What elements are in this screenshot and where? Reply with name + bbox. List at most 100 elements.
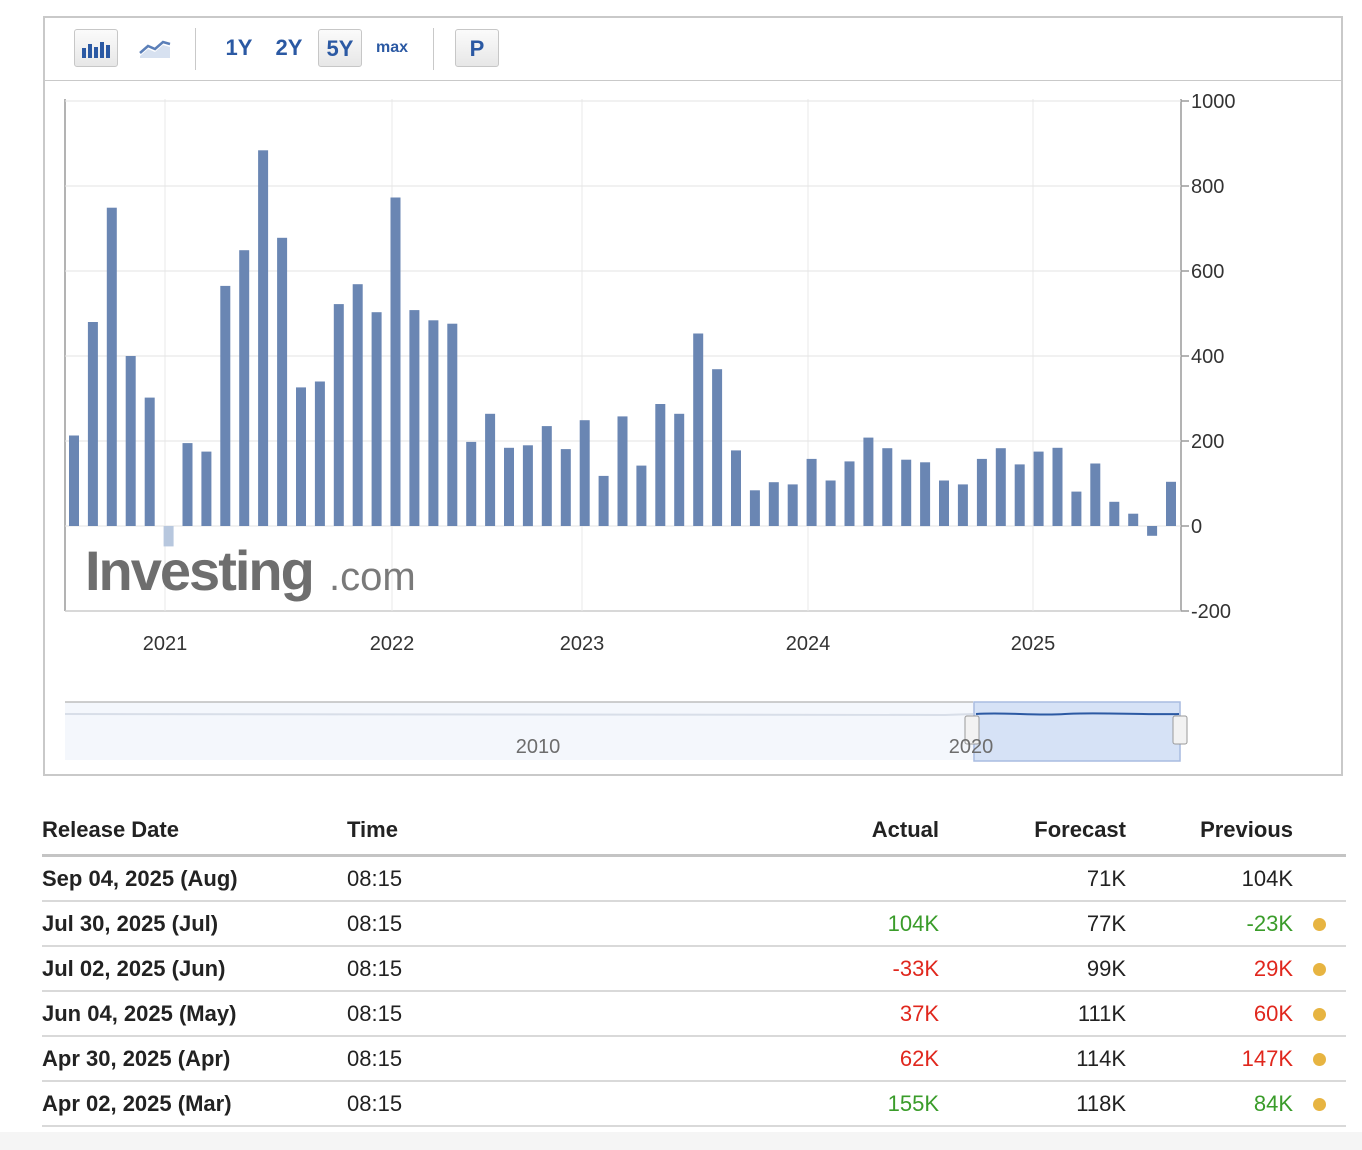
chart-bar[interactable] [636,465,647,526]
chart-bar[interactable] [806,458,817,526]
header-release-date[interactable]: Release Date [42,806,347,857]
chart-bar[interactable] [939,480,949,527]
header-time[interactable]: Time [347,806,757,857]
navigator-left-handle[interactable] [964,715,980,745]
chart-bar[interactable] [1090,463,1101,527]
chart-bar[interactable] [598,475,609,526]
header-forecast[interactable]: Forecast [939,806,1126,857]
chart-bar[interactable] [844,461,855,526]
previous-cell: 29K [1126,946,1293,992]
chart-bar[interactable] [579,420,590,526]
chart-bar[interactable] [409,310,420,526]
chart-bar[interactable] [655,404,666,526]
chart-bar[interactable] [674,413,685,526]
revision-indicator-cell [1293,855,1346,902]
chart-bar[interactable] [485,413,496,526]
chart-bar[interactable] [296,387,306,526]
chart-bar[interactable] [201,451,212,526]
chart-bar[interactable] [731,450,741,526]
chart-bar[interactable] [258,150,269,527]
chart-bar[interactable] [560,449,571,526]
chart-bar[interactable] [1166,481,1176,526]
chart-bar[interactable] [693,333,704,527]
chart-bar[interactable] [901,459,912,526]
chart-bar[interactable] [352,284,363,526]
previous-cell: 147K [1126,1036,1293,1082]
previous-cell: 104K [1126,855,1293,902]
chart-bar[interactable] [163,526,174,547]
release-date-cell: Jun 04, 2025 (May) [42,991,347,1037]
period-5y-button[interactable]: 5Y [318,29,362,67]
revised-dot-icon[interactable] [1313,1053,1326,1067]
x-tick-label: 2024 [786,633,831,655]
chart-bar[interactable] [125,356,136,526]
actual-cell: -33K [757,946,939,992]
chart-bar[interactable] [976,458,987,526]
header-previous[interactable]: Previous [1126,806,1293,857]
p-button[interactable]: P [455,29,499,67]
chart-bar[interactable] [522,445,533,527]
chart-bar[interactable] [617,416,628,526]
chart-bar[interactable] [144,397,155,526]
chart-bar[interactable] [504,447,514,526]
chart-bar[interactable] [106,207,117,526]
chart-bar[interactable] [333,304,344,526]
chart-bar[interactable] [220,285,231,526]
chart-bar[interactable] [1147,526,1158,536]
chart-bar[interactable] [1128,513,1139,526]
revised-dot-icon[interactable] [1313,963,1326,977]
table-row: Jun 04, 2025 (May) 08:15 37K 111K 60K [42,991,1346,1037]
toolbar-divider [433,28,434,70]
chart-bar[interactable] [1033,451,1044,526]
chart-bar[interactable] [882,448,893,526]
chart-bar[interactable] [447,323,458,526]
chart-bar[interactable] [920,462,931,527]
chart-bar[interactable] [863,437,874,526]
navigator[interactable]: 2010 2020 [64,701,1188,762]
chart-bar[interactable] [466,441,477,526]
x-tick-label: 2022 [370,633,415,655]
revision-indicator-cell [1293,901,1346,947]
actual-cell: 37K [757,991,939,1037]
navigator-right-handle[interactable] [1172,715,1188,745]
navigator-selection[interactable] [973,701,1181,762]
chart-bar[interactable] [1071,491,1082,526]
chart-bar[interactable] [371,312,382,526]
bar-chart-button[interactable] [74,29,118,67]
chart-bar[interactable] [995,448,1006,526]
period-max-button[interactable]: max [375,39,409,56]
release-date-cell: Apr 02, 2025 (Mar) [42,1081,347,1127]
chart-bar[interactable] [69,435,79,527]
chart-bar[interactable] [239,250,250,526]
y-tick-label: 200 [1191,431,1224,453]
chart-bar[interactable] [182,443,193,526]
forecast-cell: 118K [939,1081,1126,1127]
chart-bar[interactable] [390,197,401,527]
actual-cell: 62K [757,1036,939,1082]
chart-bar[interactable] [541,426,552,526]
line-chart-button[interactable] [133,29,177,67]
period-1y-button[interactable]: 1Y [225,35,253,60]
chart-bar[interactable] [428,320,439,526]
table-row: Sep 04, 2025 (Aug) 08:15 71K 104K [42,855,1346,902]
chart-bar[interactable] [749,490,760,526]
chart-bar[interactable] [314,381,325,527]
x-axis: 2021 2022 2023 2024 2025 [143,633,1056,655]
chart-bar[interactable] [957,484,968,526]
chart-bar[interactable] [787,484,798,526]
revised-dot-icon[interactable] [1313,1098,1326,1112]
chart-bar[interactable] [1109,501,1120,526]
period-2y-button[interactable]: 2Y [275,35,303,60]
previous-cell: -23K [1126,901,1293,947]
chart-bar[interactable] [1014,464,1025,526]
chart-bar[interactable] [825,480,836,527]
y-tick-label: 1000 [1191,91,1236,113]
revised-dot-icon[interactable] [1313,1008,1326,1022]
chart-bar[interactable] [1052,447,1063,526]
chart-bar[interactable] [277,237,288,527]
chart-bar[interactable] [768,482,779,526]
revised-dot-icon[interactable] [1313,918,1326,932]
header-actual[interactable]: Actual [757,806,939,857]
chart-bar[interactable] [87,322,98,526]
chart-bar[interactable] [712,369,723,526]
